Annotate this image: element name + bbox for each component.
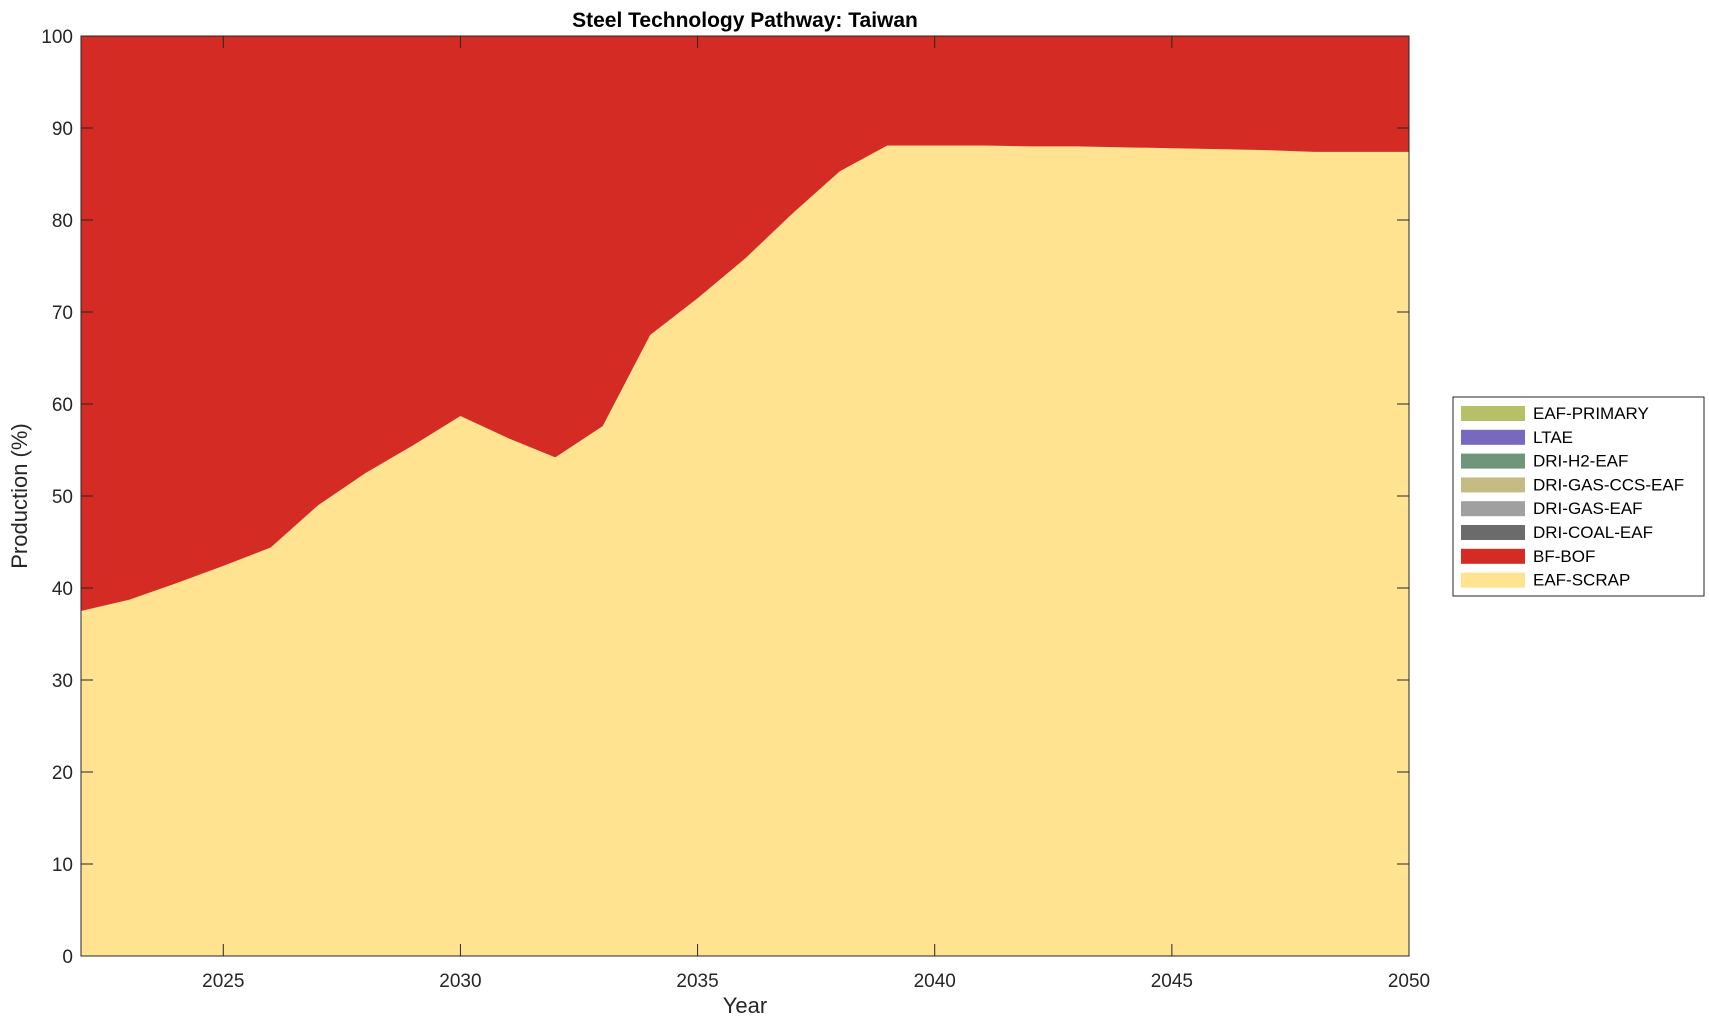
y-axis-ticks: 0 10 20 30 40 50 60 70 80 90 100 — [41, 27, 1409, 968]
x-tick-label: 2040 — [914, 971, 956, 992]
legend-label: BF-BOF — [1533, 547, 1595, 566]
x-tick-label: 2045 — [1151, 971, 1193, 992]
legend-swatch — [1461, 525, 1525, 540]
y-tick-label: 0 — [62, 947, 73, 968]
area-eaf-scrap — [81, 145, 1409, 957]
legend-swatch — [1461, 572, 1525, 588]
x-axis-ticks: 2025 2030 2035 2040 2045 2050 — [202, 36, 1430, 992]
y-tick-label: 60 — [52, 395, 73, 416]
y-tick-label: 20 — [52, 763, 73, 784]
legend-label: LTAE — [1533, 428, 1573, 447]
area-bf-bof — [81, 36, 1409, 611]
y-tick-label: 100 — [41, 27, 73, 48]
legend-swatch — [1461, 477, 1525, 493]
legend-swatch — [1461, 429, 1525, 445]
x-tick-label: 2050 — [1388, 971, 1430, 992]
legend-label: EAF-SCRAP — [1533, 571, 1630, 590]
x-axis-label: Year — [723, 993, 767, 1018]
y-axis-label: Production (%) — [7, 423, 32, 569]
legend-swatch — [1461, 453, 1525, 469]
legend-label: DRI-GAS-CCS-EAF — [1533, 475, 1684, 494]
legend: EAF-PRIMARY LTAE DRI-H2-EAF DRI-GAS-CCS-EAF… — [1452, 396, 1705, 597]
y-tick-label: 10 — [52, 855, 73, 876]
legend-box — [1452, 396, 1705, 597]
y-tick-label: 50 — [52, 487, 73, 508]
x-tick-label: 2025 — [202, 971, 244, 992]
y-tick-label: 30 — [52, 671, 73, 692]
legend-label: DRI-GAS-EAF — [1533, 499, 1643, 518]
y-tick-label: 70 — [52, 303, 73, 324]
legend-label: DRI-COAL-EAF — [1533, 523, 1653, 542]
x-tick-label: 2030 — [439, 971, 481, 992]
legend-label: DRI-H2-EAF — [1533, 452, 1628, 471]
area-layers — [81, 36, 1409, 957]
x-tick-label: 2035 — [676, 971, 718, 992]
y-tick-label: 90 — [52, 119, 73, 140]
legend-swatch — [1461, 548, 1525, 564]
legend-swatch — [1461, 501, 1525, 517]
legend-label: EAF-PRIMARY — [1533, 404, 1649, 423]
legend-swatch — [1461, 406, 1525, 421]
chart-title: Steel Technology Pathway: Taiwan — [572, 9, 918, 32]
y-tick-label: 40 — [52, 579, 73, 600]
y-tick-label: 80 — [52, 211, 73, 232]
